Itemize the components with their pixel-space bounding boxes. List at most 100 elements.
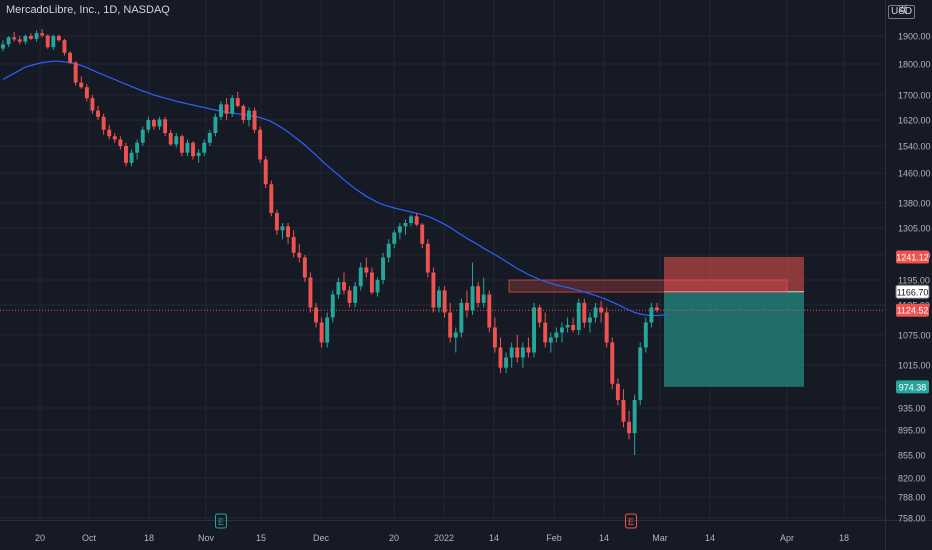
candle-body [28,36,33,39]
candle [213,113,218,137]
candle-body [548,337,553,343]
candle-body [448,312,453,338]
currency-badge[interactable]: USD [888,5,916,19]
candle-body [442,290,447,313]
candle [112,133,117,143]
candle-body [464,302,469,310]
candle [498,337,503,374]
candle-body [437,290,441,308]
candle-body [179,136,184,153]
y-tick-label: 1075.00 [898,331,931,341]
candle-body [252,110,257,130]
candle [291,230,296,258]
candle-body [185,142,190,153]
candle-body [163,119,168,133]
candle [118,136,123,150]
candle [235,91,240,108]
candle-body [537,307,542,323]
candle [610,337,615,390]
candle [246,107,251,127]
candle [269,180,274,217]
candle-body [621,399,626,422]
candle [96,105,100,120]
candle-body [604,312,609,343]
candle [492,317,497,353]
candle [274,209,279,235]
candle [342,272,346,295]
candle [621,389,626,428]
candle-body [56,36,61,41]
candle-body [615,383,620,400]
candle-body [632,399,637,434]
candle [124,142,128,167]
candle-body [96,110,100,117]
candle-body [571,325,576,330]
candle [73,61,78,86]
x-tick-label: Dec [313,533,330,543]
candle-body [274,213,279,231]
x-tick-label: Oct [82,533,97,543]
candle [504,352,509,374]
candle [358,262,363,291]
x-tick-label: 14 [489,533,499,543]
candle-body [51,36,56,48]
candle [532,302,536,358]
candle [157,116,162,130]
candle-body [649,307,654,323]
current-price-label: 1124.52 [897,306,929,316]
y-tick-label: 1540.00 [898,142,931,152]
candle-body [425,243,430,273]
candle [68,51,73,64]
candle-body [554,332,559,338]
candle-body [353,286,358,303]
candle-body [269,184,274,213]
candle-body [358,267,363,287]
candle-body [638,347,643,400]
y-tick-label: 895.00 [898,426,926,436]
earnings-marker-label: E [628,517,634,527]
candle-body [543,322,548,343]
y-tick-label: 1305.00 [898,224,931,234]
candle [319,317,324,348]
candle-body [168,133,173,145]
candle [45,34,50,49]
chart-title: MercadoLibre, Inc., 1D, NASDAQ [6,4,170,16]
candle [129,149,134,167]
candle [587,312,592,333]
candle-body [241,105,246,120]
candle-body [481,294,486,303]
candle-body [101,116,106,130]
candle [437,286,441,313]
candle [409,214,414,227]
candle [314,302,318,328]
currency-prefix: 2( [898,4,907,15]
candle-body [453,332,458,338]
candle-body [280,226,285,231]
candle [258,126,263,163]
candle [241,104,246,124]
y-tick-label: 935.00 [898,404,926,414]
candle [56,34,61,42]
earnings-marker-label: E [218,517,224,527]
candle [392,230,397,249]
candle [627,410,632,440]
candle-body [476,286,481,303]
x-tick-label: 20 [389,533,399,543]
candle-body [291,237,296,253]
y-tick-label: 855.00 [898,451,926,461]
current-price-label-bg [896,303,929,317]
x-tick-label: 15 [256,533,266,543]
candle-body [587,317,592,323]
candle [252,107,257,133]
candle [643,317,648,353]
y-tick-label: 820.00 [898,474,926,484]
candle-body [403,223,408,227]
y-tick-label: 1900.00 [898,32,931,42]
candle-body [246,110,251,120]
candle [23,34,28,45]
candle [470,262,475,315]
candle-body [392,232,397,244]
candle-body [532,307,536,353]
candle-body [520,347,525,358]
